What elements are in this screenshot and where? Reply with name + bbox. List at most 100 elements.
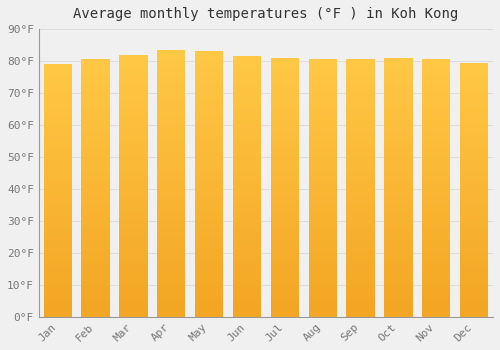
Bar (270, 198, 299, 203)
Bar (119, 186, 148, 191)
Bar (270, 161, 299, 167)
Bar (233, 233, 261, 239)
Bar (460, 266, 488, 271)
Bar (157, 162, 186, 167)
Bar (195, 99, 224, 105)
Bar (44, 271, 72, 276)
Bar (422, 100, 450, 106)
Bar (195, 264, 224, 269)
Bar (270, 291, 299, 296)
Bar (157, 205, 186, 210)
Bar (157, 290, 186, 295)
Bar (308, 296, 337, 301)
Bar (195, 89, 224, 94)
Bar (346, 136, 375, 142)
Bar (460, 139, 488, 144)
Bar (346, 75, 375, 80)
Bar (119, 270, 148, 275)
Bar (119, 202, 148, 207)
Bar (195, 78, 224, 83)
Bar (119, 212, 148, 217)
Bar (195, 216, 224, 221)
Bar (195, 57, 224, 62)
Bar (157, 306, 186, 312)
Bar (422, 296, 450, 301)
Bar (82, 162, 110, 168)
Bar (384, 58, 412, 63)
Bar (44, 140, 72, 145)
Bar (422, 286, 450, 291)
Bar (422, 188, 450, 193)
Bar (233, 301, 261, 306)
Bar (195, 248, 224, 253)
Bar (44, 94, 72, 100)
Bar (157, 82, 186, 87)
Bar (270, 63, 299, 68)
Bar (157, 55, 186, 61)
Bar (346, 255, 375, 260)
Bar (460, 256, 488, 261)
Bar (233, 166, 261, 171)
Bar (346, 265, 375, 271)
Bar (384, 198, 412, 203)
Bar (44, 135, 72, 140)
Bar (346, 173, 375, 178)
Bar (308, 60, 337, 65)
Bar (384, 172, 412, 177)
Bar (44, 236, 72, 241)
Bar (346, 250, 375, 255)
Bar (233, 72, 261, 77)
Bar (346, 178, 375, 183)
Bar (384, 213, 412, 218)
Bar (460, 281, 488, 286)
Bar (119, 86, 148, 91)
Bar (460, 251, 488, 256)
Bar (422, 312, 450, 317)
Bar (233, 192, 261, 197)
Bar (119, 65, 148, 70)
Bar (270, 135, 299, 141)
Bar (82, 219, 110, 224)
Bar (119, 55, 148, 60)
Bar (195, 73, 224, 78)
Bar (195, 280, 224, 285)
Bar (384, 146, 412, 151)
Bar (233, 150, 261, 155)
Bar (195, 179, 224, 184)
Bar (195, 312, 224, 317)
Bar (119, 196, 148, 202)
Bar (119, 76, 148, 81)
Bar (270, 125, 299, 130)
Bar (308, 198, 337, 204)
Bar (384, 265, 412, 270)
Bar (82, 168, 110, 173)
Bar (384, 291, 412, 296)
Bar (346, 271, 375, 275)
Bar (270, 182, 299, 187)
Bar (44, 216, 72, 221)
Bar (270, 68, 299, 74)
Bar (270, 146, 299, 151)
Bar (308, 312, 337, 317)
Bar (270, 74, 299, 78)
Bar (44, 175, 72, 180)
Bar (44, 155, 72, 160)
Bar (157, 173, 186, 178)
Bar (308, 152, 337, 157)
Bar (119, 301, 148, 306)
Bar (308, 245, 337, 250)
Bar (422, 301, 450, 307)
Bar (44, 90, 72, 95)
Bar (346, 183, 375, 188)
Bar (195, 147, 224, 152)
Bar (44, 206, 72, 211)
Bar (82, 255, 110, 260)
Bar (422, 80, 450, 85)
Bar (270, 307, 299, 312)
Bar (460, 108, 488, 113)
Bar (308, 265, 337, 271)
Bar (44, 292, 72, 296)
Bar (44, 287, 72, 292)
Bar (233, 312, 261, 317)
Bar (157, 231, 186, 237)
